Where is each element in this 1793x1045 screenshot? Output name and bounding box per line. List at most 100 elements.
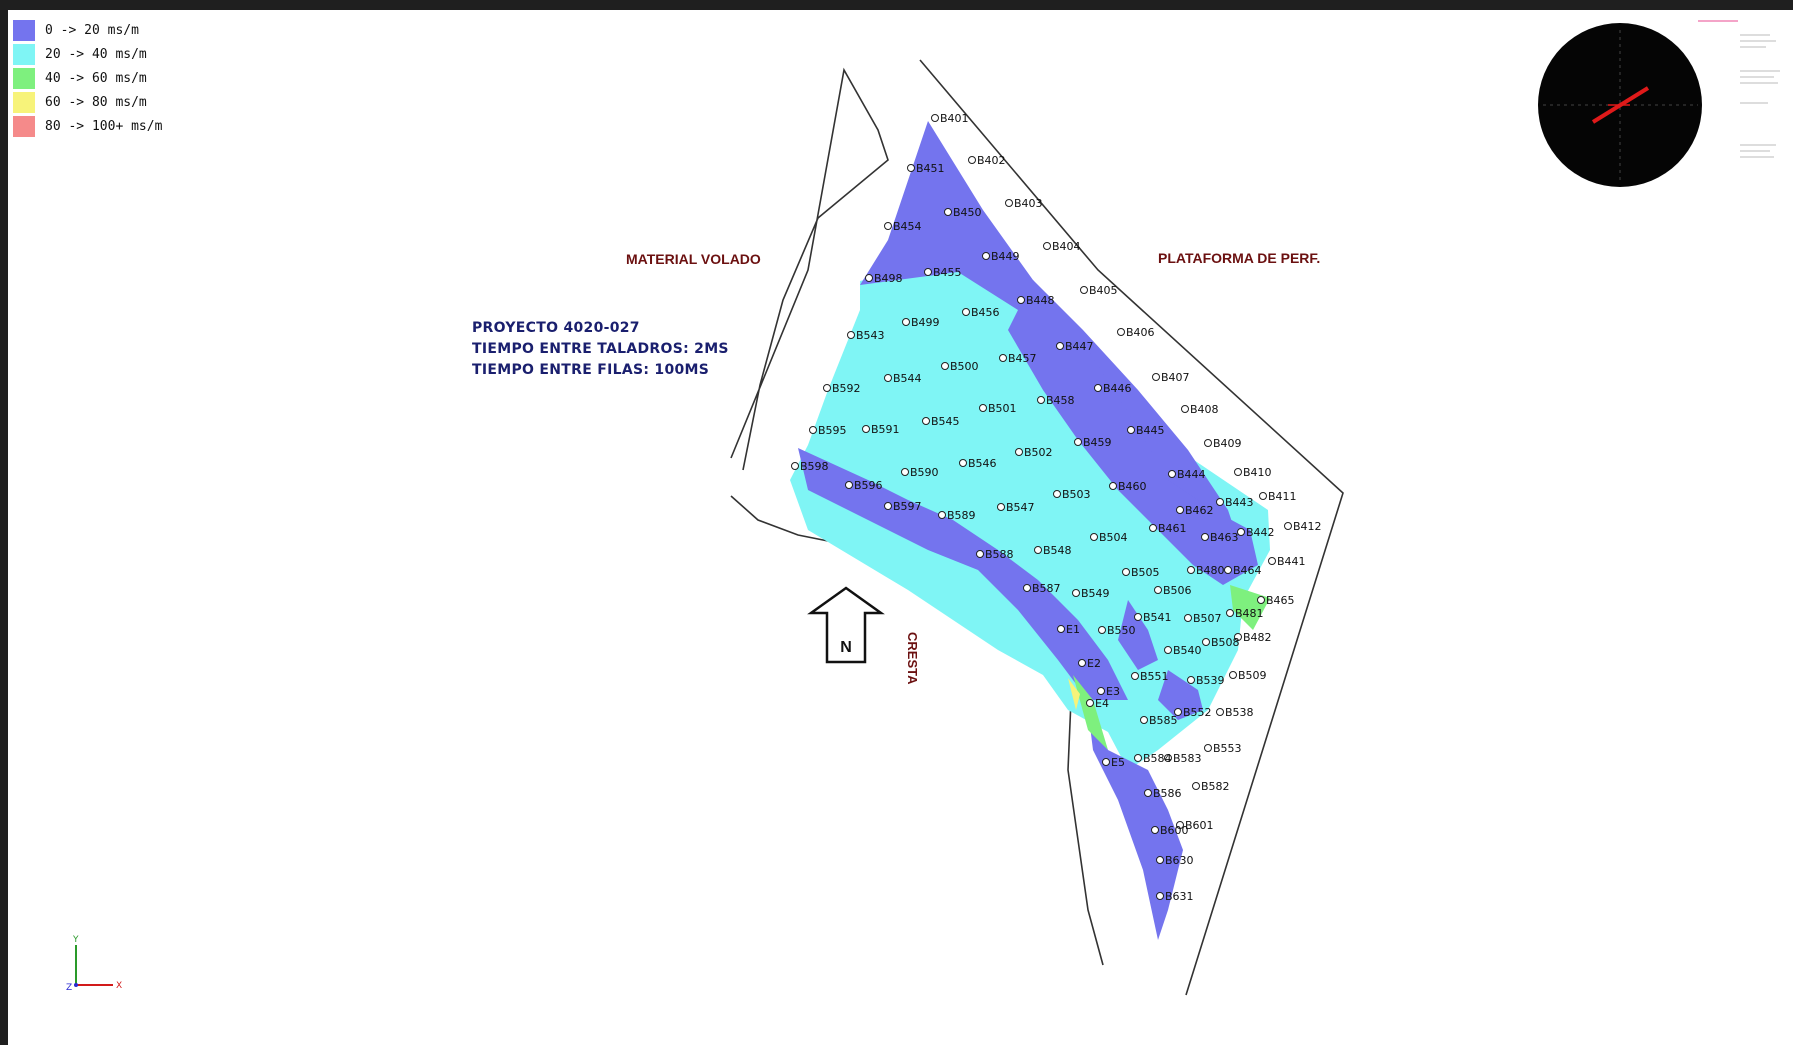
blast-map[interactable]: B401 B402 B403 B404 B405 B406 B407 B408 B409 B410… — [8, 10, 1793, 1045]
drill-hole-marker[interactable] — [907, 164, 915, 172]
drill-hole[interactable]: B630 — [1156, 854, 1194, 867]
drill-hole-marker[interactable] — [962, 308, 970, 316]
drill-hole-marker[interactable] — [1102, 758, 1110, 766]
map-viewport[interactable]: B401 B402 B403 B404 B405 B406 B407 B408 B409 B410… — [8, 10, 1793, 1045]
drill-hole-marker[interactable] — [1034, 546, 1042, 554]
drill-hole[interactable]: B590 — [901, 466, 939, 479]
drill-hole[interactable]: B601 — [1176, 819, 1214, 832]
drill-hole-marker[interactable] — [1216, 708, 1224, 716]
drill-hole[interactable]: B462 — [1176, 504, 1214, 517]
drill-hole[interactable]: B540 — [1164, 644, 1202, 657]
drill-hole-marker[interactable] — [1086, 699, 1094, 707]
drill-hole-marker[interactable] — [1023, 584, 1031, 592]
drill-hole-marker[interactable] — [1122, 568, 1130, 576]
drill-hole[interactable]: E2 — [1078, 657, 1101, 670]
drill-hole[interactable]: B631 — [1156, 890, 1194, 903]
drill-hole-marker[interactable] — [1226, 609, 1234, 617]
drill-hole-marker[interactable] — [982, 252, 990, 260]
drill-hole-marker[interactable] — [865, 274, 873, 282]
drill-hole-marker[interactable] — [809, 426, 817, 434]
drill-hole-marker[interactable] — [1017, 296, 1025, 304]
drill-hole[interactable]: B546 — [959, 457, 997, 470]
drill-hole-marker[interactable] — [976, 550, 984, 558]
drill-hole[interactable]: B443 — [1216, 496, 1254, 509]
drill-hole[interactable]: B463 — [1201, 531, 1239, 544]
drill-hole[interactable]: B447 — [1056, 340, 1094, 353]
drill-hole-marker[interactable] — [1174, 708, 1182, 716]
drill-hole-marker[interactable] — [1184, 614, 1192, 622]
drill-hole[interactable]: B507 — [1184, 612, 1222, 625]
drill-hole-marker[interactable] — [1090, 533, 1098, 541]
drill-hole-marker[interactable] — [1056, 342, 1064, 350]
drill-hole[interactable]: B402 — [968, 154, 1006, 167]
drill-hole[interactable]: B465 — [1257, 594, 1295, 607]
drill-hole-marker[interactable] — [1237, 528, 1245, 536]
drill-hole[interactable]: B550 — [1098, 624, 1136, 637]
drill-hole-marker[interactable] — [1257, 596, 1265, 604]
drill-hole-marker[interactable] — [938, 511, 946, 519]
drill-hole-marker[interactable] — [1037, 396, 1045, 404]
drill-hole-marker[interactable] — [1144, 789, 1152, 797]
drill-hole[interactable]: B505 — [1122, 566, 1160, 579]
drill-hole-marker[interactable] — [968, 156, 976, 164]
drill-hole[interactable]: B592 — [823, 382, 861, 395]
drill-hole-marker[interactable] — [1152, 373, 1160, 381]
drill-hole-marker[interactable] — [884, 374, 892, 382]
drill-hole-marker[interactable] — [1164, 754, 1172, 762]
drill-hole[interactable]: B508 — [1202, 636, 1240, 649]
drill-hole[interactable]: B552 — [1174, 706, 1212, 719]
drill-hole-marker[interactable] — [1080, 286, 1088, 294]
drill-hole-marker[interactable] — [884, 222, 892, 230]
drill-hole-marker[interactable] — [1234, 633, 1242, 641]
drill-hole[interactable]: B406 — [1117, 326, 1155, 339]
drill-hole-marker[interactable] — [1176, 821, 1184, 829]
drill-hole-marker[interactable] — [1181, 405, 1189, 413]
drill-hole-marker[interactable] — [884, 502, 892, 510]
drill-hole[interactable]: B410 — [1234, 466, 1272, 479]
drill-hole-marker[interactable] — [1015, 448, 1023, 456]
drill-hole[interactable]: B584 — [1134, 752, 1172, 765]
drill-hole[interactable]: B504 — [1090, 531, 1128, 544]
drill-hole[interactable]: B482 — [1234, 631, 1272, 644]
drill-hole[interactable]: B585 — [1140, 714, 1178, 727]
drill-hole-marker[interactable] — [1127, 426, 1135, 434]
drill-hole[interactable]: E1 — [1057, 623, 1080, 636]
drill-hole[interactable]: B591 — [862, 423, 900, 436]
drill-hole-marker[interactable] — [1204, 744, 1212, 752]
drill-hole[interactable]: B457 — [999, 352, 1037, 365]
drill-hole[interactable]: B588 — [976, 548, 1014, 561]
drill-hole-marker[interactable] — [1234, 468, 1242, 476]
drill-hole-marker[interactable] — [791, 462, 799, 470]
drill-hole-marker[interactable] — [1204, 439, 1212, 447]
drill-hole-marker[interactable] — [1072, 589, 1080, 597]
drill-hole[interactable]: B539 — [1187, 674, 1225, 687]
drill-hole-marker[interactable] — [1168, 470, 1176, 478]
drill-hole[interactable]: B501 — [979, 402, 1017, 415]
drill-hole[interactable]: B409 — [1204, 437, 1242, 450]
drill-hole-marker[interactable] — [1201, 533, 1209, 541]
drill-hole-marker[interactable] — [1259, 492, 1267, 500]
drill-hole[interactable]: B582 — [1192, 780, 1230, 793]
drill-hole[interactable]: B586 — [1144, 787, 1182, 800]
drill-hole[interactable]: B548 — [1034, 544, 1072, 557]
drill-hole-marker[interactable] — [1154, 586, 1162, 594]
drill-hole[interactable]: B407 — [1152, 371, 1190, 384]
drill-hole-marker[interactable] — [1053, 490, 1061, 498]
drill-hole-marker[interactable] — [1005, 199, 1013, 207]
drill-hole[interactable]: B442 — [1237, 526, 1275, 539]
drill-hole-marker[interactable] — [1043, 242, 1051, 250]
drill-hole-marker[interactable] — [1164, 646, 1172, 654]
orientation-compass-icon[interactable] — [1538, 23, 1702, 187]
drill-hole[interactable]: B446 — [1094, 382, 1132, 395]
drill-hole[interactable]: E3 — [1097, 685, 1120, 698]
drill-hole[interactable]: B543 — [847, 329, 885, 342]
drill-hole-marker[interactable] — [1109, 482, 1117, 490]
drill-hole[interactable]: B404 — [1043, 240, 1081, 253]
drill-hole[interactable]: B408 — [1181, 403, 1219, 416]
drill-hole-marker[interactable] — [1134, 613, 1142, 621]
drill-hole-marker[interactable] — [1284, 522, 1292, 530]
drill-hole-marker[interactable] — [1229, 671, 1237, 679]
drill-hole[interactable]: B503 — [1053, 488, 1091, 501]
drill-hole-marker[interactable] — [1156, 856, 1164, 864]
drill-hole-marker[interactable] — [1224, 566, 1232, 574]
